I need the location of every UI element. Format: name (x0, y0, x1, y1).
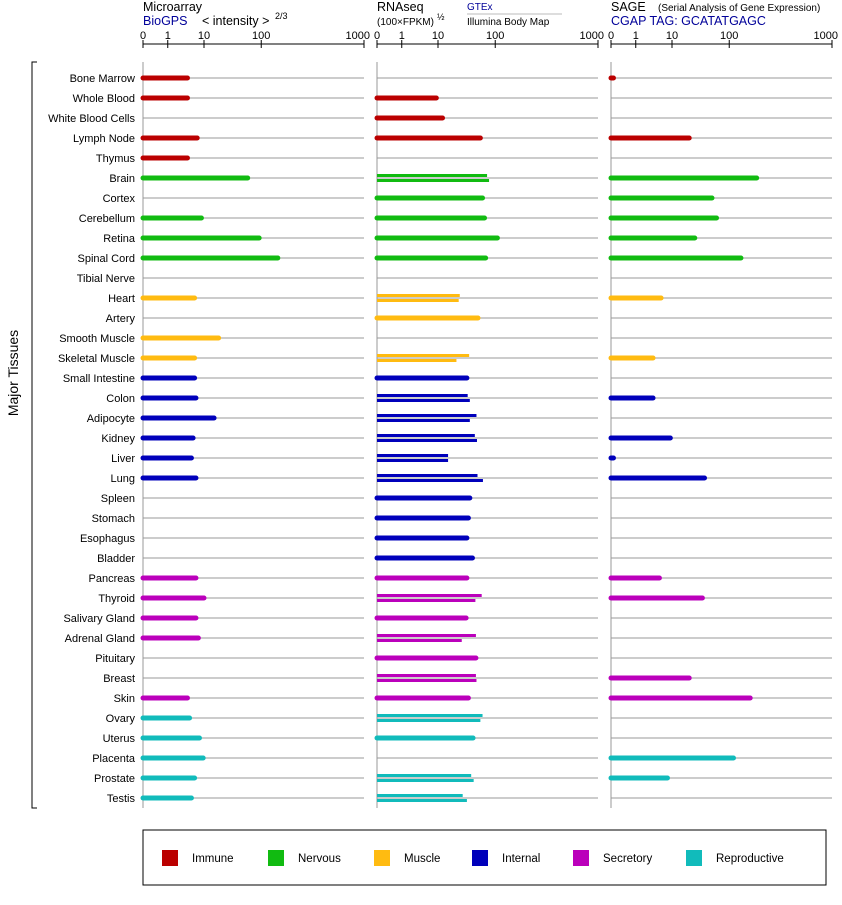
legend-swatch-nervous (268, 850, 284, 866)
legend-swatch-secretory (573, 850, 589, 866)
x-tick-label: 1 (165, 30, 171, 42)
x-tick-label: 100 (720, 30, 738, 42)
tissue-label-skeletal-muscle: Skeletal Muscle (58, 353, 135, 365)
rnaseq-unit-label: (100×FPKM) (377, 17, 434, 28)
x-tick-label: 1 (633, 30, 639, 42)
tissue-label-spinal-cord: Spinal Cord (78, 253, 135, 265)
legend-swatch-internal (472, 850, 488, 866)
tissue-label-salivary-gland: Salivary Gland (63, 613, 135, 625)
legend-label-reproductive: Reproductive (716, 853, 784, 865)
tissue-label-heart: Heart (108, 293, 135, 305)
x-tick-label: 0 (140, 30, 146, 42)
tissue-label-whole-blood: Whole Blood (73, 93, 135, 105)
x-tick-label: 10 (432, 30, 444, 42)
sage-subtitle: (Serial Analysis of Gene Expression) (658, 3, 820, 14)
x-tick-label: 1 (399, 30, 405, 42)
y-axis-bracket (31, 61, 37, 809)
rnaseq-title: RNAseq (377, 0, 424, 14)
legend-label-immune: Immune (192, 853, 234, 865)
microarray-unit-exponent: 2/3 (275, 11, 288, 21)
microarray-unit-label: < intensity > (202, 14, 269, 28)
microarray-title: Microarray (143, 0, 203, 14)
tissue-label-thymus: Thymus (96, 153, 136, 165)
tissue-label-pancreas: Pancreas (89, 573, 136, 585)
x-tick-label: 100 (486, 30, 504, 42)
rnaseq-source-bodymap: Illumina Body Map (467, 17, 550, 28)
x-tick-label: 1000 (346, 30, 370, 42)
tissue-label-prostate: Prostate (94, 773, 135, 785)
panel-microarray: 0 1 10 100 1000 (140, 30, 370, 808)
tissue-label-cerebellum: Cerebellum (79, 213, 135, 225)
legend-label-internal: Internal (502, 853, 540, 865)
tissue-label-liver: Liver (111, 453, 135, 465)
legend-label-muscle: Muscle (404, 853, 440, 865)
tissue-label-bladder: Bladder (97, 553, 135, 565)
sage-tag-label: CGAP TAG: GCATATGAGC (611, 14, 766, 28)
legend-swatch-immune (162, 850, 178, 866)
tissue-label-esophagus: Esophagus (80, 533, 136, 545)
tissue-label-skin: Skin (114, 693, 135, 705)
tissue-label-brain: Brain (109, 173, 135, 185)
x-tick-label: 10 (666, 30, 678, 42)
tissue-label-smooth-muscle: Smooth Muscle (59, 333, 135, 345)
tissue-label-pituitary: Pituitary (95, 653, 135, 665)
panel-sage: 0 1 10 100 1000 (608, 30, 838, 808)
x-tick-label: 1000 (580, 30, 604, 42)
chart-titles: Microarray BioGPS < intensity > 2/3 RNAs… (143, 0, 820, 28)
panels: 0 1 10 100 1000 0 1 10 100 1000 0 1 10 100 1000 (140, 30, 838, 808)
sage-title: SAGE (611, 0, 646, 14)
tissue-label-spleen: Spleen (101, 493, 135, 505)
tissue-label-lung: Lung (111, 473, 135, 485)
tissue-label-ovary: Ovary (106, 713, 136, 725)
tissue-label-colon: Colon (106, 393, 135, 405)
tissue-label-testis: Testis (107, 793, 136, 805)
x-tick-label: 10 (198, 30, 210, 42)
tissue-label-placenta: Placenta (92, 753, 136, 765)
tissue-label-lymph-node: Lymph Node (73, 133, 135, 145)
tissue-label-stomach: Stomach (92, 513, 135, 525)
x-tick-label: 0 (608, 30, 614, 42)
tissue-label-breast: Breast (103, 673, 135, 685)
microarray-source: BioGPS (143, 14, 187, 28)
x-tick-label: 0 (374, 30, 380, 42)
tissue-label-tibial-nerve: Tibial Nerve (77, 273, 135, 285)
tissue-label-retina: Retina (103, 233, 136, 245)
legend: Immune Nervous Muscle Internal Secretory Repr… (142, 829, 827, 886)
tissue-label-adrenal-gland: Adrenal Gland (65, 633, 135, 645)
x-tick-label: 100 (252, 30, 270, 42)
tissue-label-small-intestine: Small Intestine (63, 373, 135, 385)
tissue-label-bone-marrow: Bone Marrow (70, 73, 135, 85)
legend-label-nervous: Nervous (298, 853, 341, 865)
legend-swatch-reproductive (686, 850, 702, 866)
tissue-label-artery: Artery (106, 313, 136, 325)
panel-rnaseq: 0 1 10 100 1000 (374, 30, 604, 808)
tissue-label-white-blood-cells: White Blood Cells (48, 113, 135, 125)
rnaseq-unit-exponent: ½ (437, 12, 445, 22)
tissue-label-adipocyte: Adipocyte (87, 413, 135, 425)
legend-swatch-muscle (374, 850, 390, 866)
y-axis-title: Major Tissues (5, 330, 21, 416)
tissue-label-cortex: Cortex (103, 193, 136, 205)
legend-label-secretory: Secretory (603, 853, 652, 865)
rnaseq-source-gtex: GTEx (467, 2, 493, 13)
tissue-label-thyroid: Thyroid (98, 593, 135, 605)
y-axis-title-group: Major Tissues (5, 61, 37, 809)
tissue-label-kidney: Kidney (101, 433, 135, 445)
x-tick-label: 1000 (814, 30, 838, 42)
tissue-label-uterus: Uterus (103, 733, 136, 745)
